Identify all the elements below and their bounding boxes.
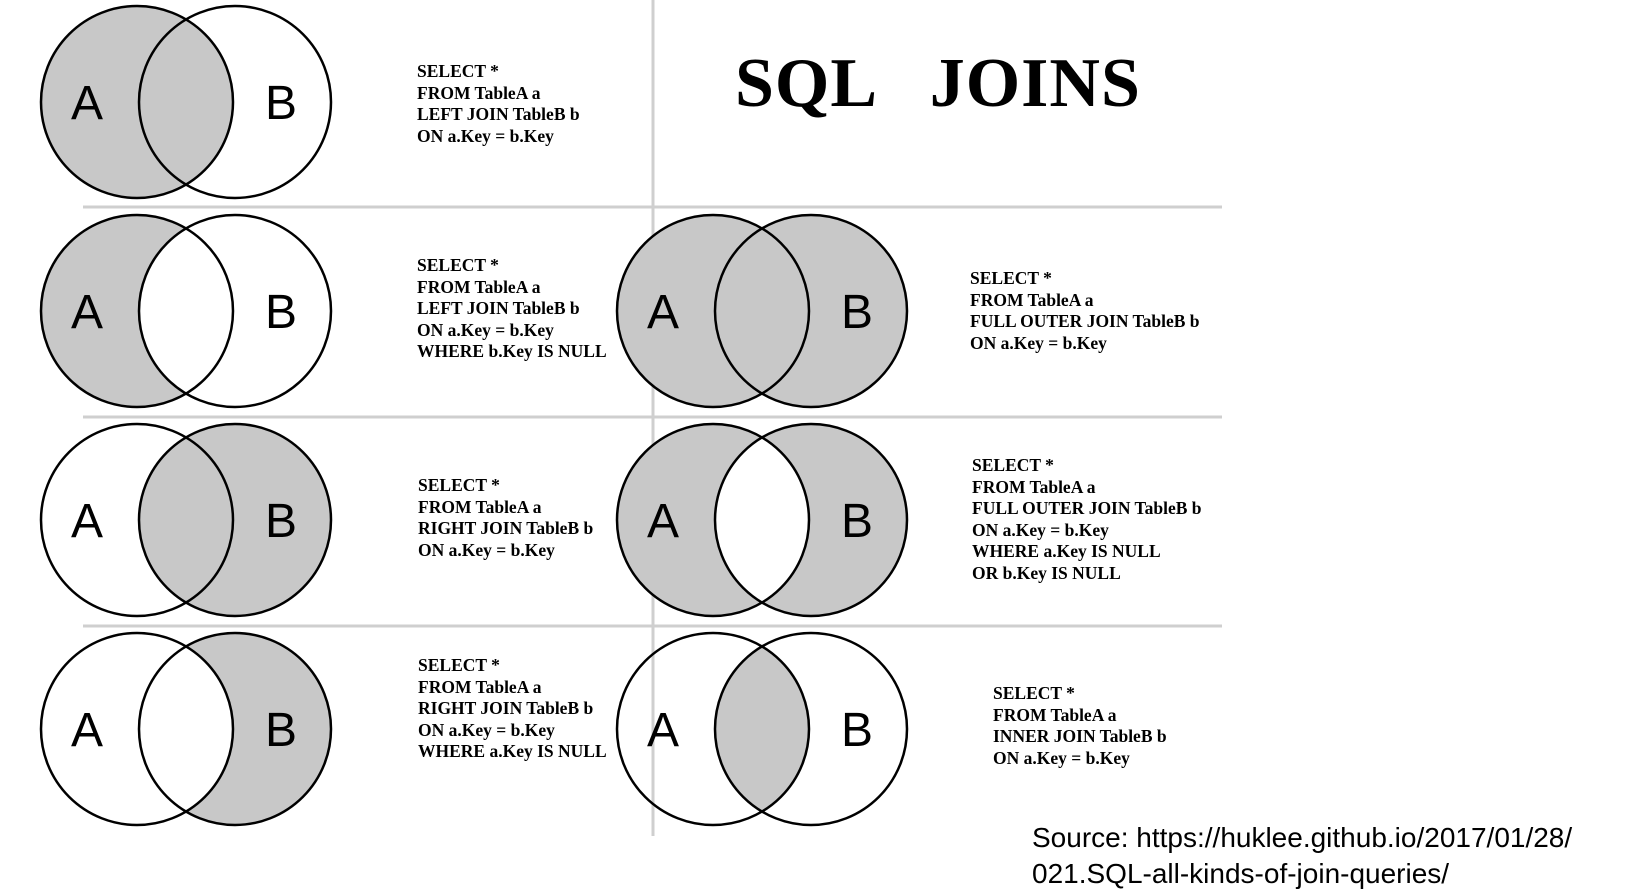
page-title: SQL JOINS <box>735 45 1141 122</box>
label-a: A <box>71 495 103 548</box>
region-a-only <box>40 215 186 407</box>
query-inner-join: SELECT * FROM TableA a INNER JOIN TableB b… <box>993 683 1167 769</box>
query-line: FROM TableA a <box>418 676 542 697</box>
query-line: FULL OUTER JOIN TableB b <box>972 498 1202 519</box>
query-right-join-excluding: SELECT * FROM TableA a RIGHT JOIN TableB b… <box>418 655 607 763</box>
source-line-1: Source: https://huklee.github.io/2017/01… <box>1032 822 1573 853</box>
query-line: WHERE b.Key IS NULL <box>417 341 607 362</box>
circle-a <box>39 213 235 409</box>
label-a: A <box>71 704 103 757</box>
label-b: B <box>841 495 873 548</box>
source-line-2: 021.SQL-all-kinds-of-join-queries/ <box>1032 858 1450 889</box>
region-intersection <box>715 228 809 394</box>
region-a-only <box>40 5 186 199</box>
query-line: FROM TableA a <box>417 276 541 297</box>
query-line: SELECT * <box>417 61 499 81</box>
query-line: FROM TableA a <box>417 82 541 103</box>
query-line: WHERE a.Key IS NULL <box>972 541 1161 562</box>
label-b: B <box>841 286 873 339</box>
query-line: LEFT JOIN TableB b <box>417 298 580 319</box>
query-line: LEFT JOIN TableB b <box>417 104 580 125</box>
circle-a <box>615 213 811 409</box>
query-line: ON a.Key = b.Key <box>970 332 1107 353</box>
query-line: WHERE a.Key IS NULL <box>418 741 607 762</box>
circle-a <box>615 422 811 618</box>
query-line: FROM TableA a <box>970 289 1094 310</box>
label-a: A <box>647 704 679 757</box>
circle-a <box>615 631 811 827</box>
label-b: B <box>265 704 297 757</box>
query-line: SELECT * <box>970 268 1052 288</box>
circle-b <box>713 422 909 618</box>
query-line: FROM TableA a <box>993 704 1117 725</box>
query-line: SELECT * <box>972 455 1054 475</box>
query-full-outer-join-excluding: SELECT * FROM TableA a FULL OUTER JOIN Tab… <box>972 455 1202 585</box>
region-b-only <box>186 633 331 825</box>
query-line: SELECT * <box>418 475 500 495</box>
query-line: FULL OUTER JOIN TableB b <box>970 311 1200 332</box>
label-b: B <box>841 704 873 757</box>
region-b-only <box>762 424 907 616</box>
query-line: INNER JOIN TableB b <box>993 726 1167 747</box>
circle-a <box>39 631 235 827</box>
query-right-join: SELECT * FROM TableA a RIGHT JOIN TableB b… <box>418 475 593 561</box>
region-b-only <box>762 215 907 408</box>
circle-b <box>137 631 333 827</box>
query-line: RIGHT JOIN TableB b <box>418 518 594 539</box>
circle-a <box>39 422 235 618</box>
query-line: ON a.Key = b.Key <box>972 519 1109 540</box>
source-citation: Source: https://huklee.github.io/2017/01… <box>1032 820 1572 892</box>
label-a: A <box>71 77 103 130</box>
label-a: A <box>647 286 679 339</box>
query-line: RIGHT JOIN TableB b <box>418 698 594 719</box>
query-line: ON a.Key = b.Key <box>417 319 554 340</box>
query-line: SELECT * <box>418 655 500 675</box>
region-a-only <box>617 215 762 407</box>
query-line: ON a.Key = b.Key <box>418 719 555 740</box>
label-a: A <box>71 286 103 339</box>
query-full-outer-join: SELECT * FROM TableA a FULL OUTER JOIN Tab… <box>970 268 1200 354</box>
query-line: SELECT * <box>993 683 1075 703</box>
region-intersection <box>714 646 810 812</box>
region-intersection <box>139 19 233 185</box>
query-line: ON a.Key = b.Key <box>993 747 1130 768</box>
label-a: A <box>647 495 679 548</box>
region-a-only <box>617 424 762 616</box>
query-line: OR b.Key IS NULL <box>972 562 1121 583</box>
label-b: B <box>265 286 297 339</box>
query-line: ON a.Key = b.Key <box>418 539 555 560</box>
query-line: FROM TableA a <box>972 476 1096 497</box>
circle-a <box>39 4 235 200</box>
query-line: SELECT * <box>417 255 499 275</box>
query-line: FROM TableA a <box>418 496 542 517</box>
circle-b <box>713 213 909 409</box>
circle-b <box>713 631 909 827</box>
region-b-only <box>186 424 331 616</box>
query-line: ON a.Key = b.Key <box>417 125 554 146</box>
circle-b <box>137 213 333 409</box>
region-intersection <box>139 437 233 603</box>
circle-b <box>137 4 333 200</box>
circle-b <box>137 422 333 618</box>
label-b: B <box>265 495 297 548</box>
label-b: B <box>265 77 297 130</box>
